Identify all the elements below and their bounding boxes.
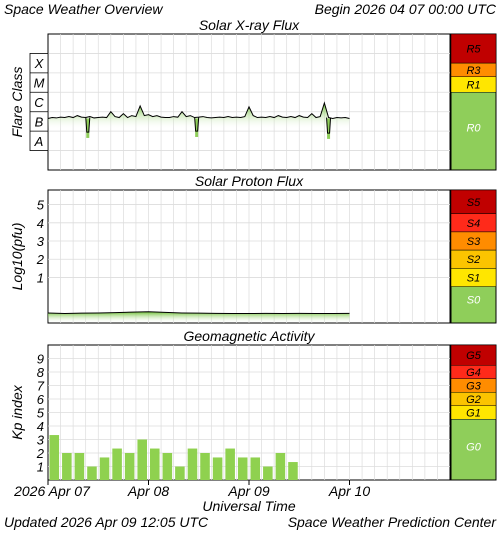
xray-dip-trace xyxy=(85,117,91,133)
proton-flux-fill xyxy=(48,311,350,323)
x-axis-label: Universal Time xyxy=(202,498,295,514)
xray-dip-fill xyxy=(195,118,199,137)
kp-bar xyxy=(62,453,72,480)
kp-level-label: G4 xyxy=(466,367,481,379)
proton-level-label: S3 xyxy=(467,236,481,248)
kp-bar xyxy=(288,462,298,480)
xray-dip-trace xyxy=(326,117,332,134)
kp-ytick: 1 xyxy=(37,460,44,475)
kp-ytick: 7 xyxy=(37,379,45,394)
kp-ytick: 4 xyxy=(37,419,44,434)
proton-level-label: S5 xyxy=(467,197,481,209)
kp-bar xyxy=(175,466,185,480)
proton-ytick: 1 xyxy=(37,270,44,285)
kp-bar xyxy=(237,457,248,480)
kp-bar xyxy=(150,448,160,480)
kp-ytick: 9 xyxy=(37,352,44,367)
kp-bar xyxy=(212,457,223,480)
kp-bar xyxy=(112,448,122,480)
begin-time: Begin 2026 04 07 00:00 UTC xyxy=(314,1,496,17)
kp-bar xyxy=(74,453,85,480)
kp-bar xyxy=(49,435,60,480)
xray-class-label: C xyxy=(34,95,44,110)
kp-bar xyxy=(225,448,235,480)
proton-level-label: S4 xyxy=(467,218,480,230)
kp-bar xyxy=(87,466,97,480)
xray-level-label: R0 xyxy=(466,122,481,134)
kp-bar xyxy=(275,453,286,480)
kp-bar xyxy=(99,457,110,480)
xray-class-box xyxy=(29,53,49,151)
xray-class-label: X xyxy=(34,56,45,71)
xray-class-label: A xyxy=(34,134,44,149)
x-tick-label: Apr 09 xyxy=(227,483,269,499)
xray-dip-fill xyxy=(86,118,90,138)
kp-ylabel: Kp index xyxy=(9,384,25,439)
kp-ytick: 6 xyxy=(37,392,45,407)
kp-ytick: 2 xyxy=(36,446,45,461)
kp-level-label: G0 xyxy=(466,441,482,453)
xray-level-label: R5 xyxy=(466,44,481,56)
xray-level-r5 xyxy=(450,33,497,64)
app-title: Space Weather Overview xyxy=(4,1,163,17)
xray-flux-fill xyxy=(48,102,350,130)
kp-level-label: G5 xyxy=(466,350,482,362)
kp-ytick: 8 xyxy=(37,365,45,380)
xray-level-r1 xyxy=(450,76,497,93)
xray-ylabel: Flare Class xyxy=(9,67,25,138)
kp-bar xyxy=(263,466,273,480)
kp-level-label: G2 xyxy=(466,394,481,406)
xray-dip-trace xyxy=(194,117,200,132)
proton-ytick: 4 xyxy=(37,216,44,231)
proton-level-label: S0 xyxy=(467,294,481,306)
proton-flux-line xyxy=(47,311,350,315)
kp-bar xyxy=(124,453,135,480)
kp-level-label: G1 xyxy=(466,408,481,420)
proton-level-label: S2 xyxy=(467,254,480,266)
xray-dip-fill xyxy=(327,118,331,139)
x-tick-label: 2026 Apr 07 xyxy=(13,483,91,499)
proton-ylabel: Log10(pfu) xyxy=(9,223,25,291)
kp-title: Geomagnetic Activity xyxy=(184,328,316,344)
xray-class-label: B xyxy=(35,114,44,129)
kp-bar xyxy=(162,453,173,480)
kp-bar xyxy=(137,439,147,480)
kp-level-label: G3 xyxy=(466,381,482,393)
proton-ytick: 2 xyxy=(36,252,45,267)
updated-time: Updated 2026 Apr 09 12:05 UTC xyxy=(4,514,209,530)
kp-bar xyxy=(200,453,210,480)
x-tick-label: Apr 10 xyxy=(328,483,370,499)
x-tick-label: Apr 08 xyxy=(127,483,169,499)
proton-level-s1 xyxy=(450,268,497,287)
kp-bar xyxy=(187,448,198,480)
xray-flux-line xyxy=(47,101,350,120)
xray-level-label: R3 xyxy=(466,65,481,77)
kp-level-g1 xyxy=(450,405,497,420)
proton-ytick: 3 xyxy=(37,234,45,249)
kp-ytick: 5 xyxy=(37,406,45,421)
xray-level-label: R1 xyxy=(466,80,480,92)
kp-ytick: 3 xyxy=(37,433,45,448)
proton-level-label: S1 xyxy=(467,272,480,284)
kp-bar xyxy=(250,457,261,480)
xray-class-label: M xyxy=(34,76,45,91)
xray-title: Solar X-ray Flux xyxy=(199,17,300,33)
proton-panel: Solar Proton Flux Log10(pfu) 1 2 3 4 5 S5 S4 S3 S2… xyxy=(9,173,497,324)
prediction-center: Space Weather Prediction Center xyxy=(287,514,496,530)
proton-title: Solar Proton Flux xyxy=(195,173,304,189)
time-axis: 2026 Apr 07 Apr 08 Apr 09 Apr 10 Universal T… xyxy=(13,480,370,514)
proton-ytick: 5 xyxy=(37,198,45,213)
